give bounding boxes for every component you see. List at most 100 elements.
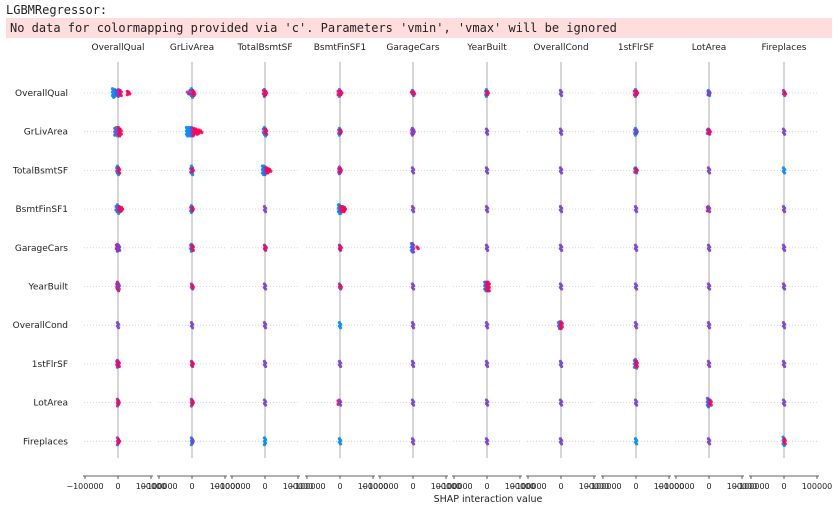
x-tick-label: 100000 xyxy=(431,482,462,491)
data-point xyxy=(635,403,639,407)
data-point xyxy=(708,364,712,369)
data-point xyxy=(486,248,490,252)
data-point xyxy=(125,93,129,97)
data-point xyxy=(119,209,123,213)
data-point xyxy=(708,326,712,330)
data-point xyxy=(338,247,342,252)
data-point xyxy=(262,443,266,447)
data-point xyxy=(634,93,638,97)
column-title-lotarea: LotArea xyxy=(692,43,727,53)
x-tick-label: 100000 xyxy=(727,482,758,491)
x-tick-label: 0 xyxy=(706,482,711,491)
data-point xyxy=(263,172,267,176)
x-tick-label: 0 xyxy=(633,482,638,491)
data-point xyxy=(560,171,564,175)
x-tick-label: −100000 xyxy=(584,482,621,491)
data-point xyxy=(116,441,120,445)
data-point xyxy=(783,171,787,175)
data-point xyxy=(190,364,194,368)
data-point xyxy=(635,326,639,330)
data-point xyxy=(264,210,268,214)
data-point xyxy=(635,442,639,446)
data-point xyxy=(264,326,268,330)
x-tick-label: 100000 xyxy=(358,482,389,491)
data-point xyxy=(783,326,787,330)
data-point xyxy=(635,364,639,369)
data-point xyxy=(634,170,638,174)
column-title-1stflrsf: 1stFlrSF xyxy=(618,43,654,53)
row-label-yearbuilt: YearBuilt xyxy=(28,283,69,293)
data-point xyxy=(412,210,416,214)
column-title-grlivarea: GrLivArea xyxy=(170,43,214,53)
data-point xyxy=(339,93,343,97)
data-point xyxy=(560,210,564,214)
data-point xyxy=(339,364,343,369)
row-label-fireplaces: Fireplaces xyxy=(23,437,68,447)
x-tick-label: 100000 xyxy=(210,482,241,491)
output-header: LGBMRegressor: xyxy=(6,3,108,17)
data-point xyxy=(412,364,416,369)
column-title-overallqual: OverallQual xyxy=(92,43,145,53)
data-point xyxy=(783,248,787,252)
data-point xyxy=(193,92,197,96)
data-point xyxy=(416,247,420,251)
data-point xyxy=(412,92,417,96)
data-point xyxy=(263,93,267,97)
x-tick-label: 0 xyxy=(410,482,415,491)
row-label-garagecars: GarageCars xyxy=(15,244,68,254)
x-tick-label: 100000 xyxy=(283,482,314,491)
row-label-overallqual: OverallQual xyxy=(15,89,68,99)
data-point xyxy=(708,248,712,252)
x-tick-label: −100000 xyxy=(140,482,177,491)
data-point xyxy=(706,404,711,408)
data-point xyxy=(560,287,564,291)
data-point xyxy=(117,248,122,252)
x-tick-label: −100000 xyxy=(288,482,325,491)
data-point xyxy=(116,402,120,406)
x-tick-label: 100000 xyxy=(579,482,610,491)
data-point xyxy=(486,210,490,214)
data-point xyxy=(560,403,564,407)
x-tick-label: 100000 xyxy=(654,482,685,491)
data-point xyxy=(339,442,343,446)
data-point xyxy=(634,131,638,135)
data-point xyxy=(264,287,268,291)
data-point xyxy=(264,403,268,407)
row-label-1stflrsf: 1stFlrSF xyxy=(32,360,68,370)
x-tick-label: −100000 xyxy=(509,482,546,491)
data-point xyxy=(560,93,564,98)
data-point xyxy=(708,210,712,214)
data-point xyxy=(783,92,788,96)
data-point xyxy=(635,210,639,214)
data-point xyxy=(191,173,195,177)
row-label-grlivarea: GrLivArea xyxy=(24,128,68,138)
warning-message: No data for colormapping provided via 'c… xyxy=(6,18,832,38)
column-title-garagecars: GarageCars xyxy=(386,43,439,53)
data-point xyxy=(116,94,120,98)
row-label-lotarea: LotArea xyxy=(33,399,68,409)
data-point xyxy=(708,171,712,175)
x-tick-label: −100000 xyxy=(361,482,398,491)
data-point xyxy=(113,94,117,98)
data-point xyxy=(560,442,564,446)
data-point xyxy=(708,442,712,446)
data-point xyxy=(412,403,416,407)
data-point xyxy=(263,247,267,252)
data-point xyxy=(783,364,787,369)
data-point xyxy=(342,209,346,213)
x-tick-label: −100000 xyxy=(213,482,250,491)
data-point xyxy=(486,364,490,369)
data-point xyxy=(339,403,343,407)
column-title-fireplaces: Fireplaces xyxy=(762,43,807,53)
data-point xyxy=(560,248,564,252)
column-title-overallcond: OverallCond xyxy=(533,43,588,53)
data-point xyxy=(117,364,121,369)
column-title-bsmtfinsf1: BsmtFinSF1 xyxy=(314,43,367,53)
data-point xyxy=(486,403,490,407)
data-point xyxy=(412,326,416,330)
data-point xyxy=(117,287,121,291)
x-axis-label: SHAP interaction value xyxy=(434,494,543,505)
data-point xyxy=(190,209,194,213)
row-label-totalbsmtsf: TotalBsmtSF xyxy=(12,166,68,176)
